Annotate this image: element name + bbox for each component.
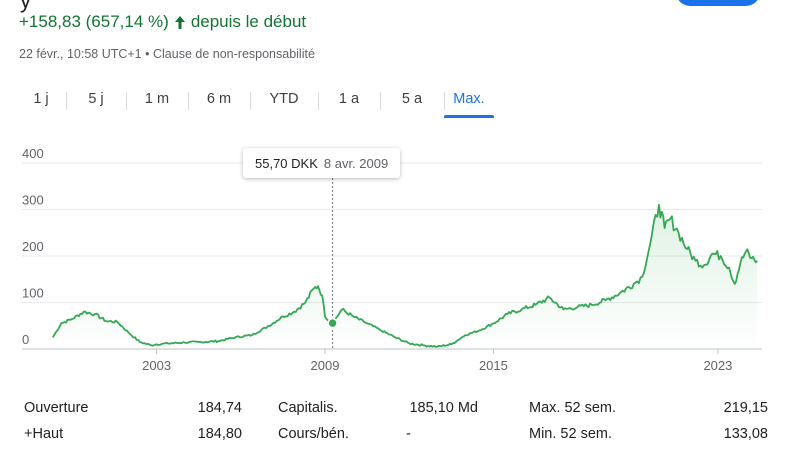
change-value: +158,83 (657,14 %) [19, 12, 169, 31]
tab-6m[interactable]: 6 m [188, 86, 250, 116]
tab-label: 5 a [401, 91, 423, 107]
tab-label: 1 a [338, 91, 360, 107]
price-change: +158,83 (657,14 %) depuis le début [19, 12, 306, 32]
y-tick-label: 0 [22, 332, 29, 347]
tab-ytd[interactable]: YTD [250, 86, 318, 116]
key-stats: Ouverture 184,74 Capitalis. 185,10 Md Ma… [24, 400, 784, 452]
tab-1y[interactable]: 1 a [318, 86, 380, 116]
active-tab-indicator [444, 115, 494, 118]
tab-label: Max. [453, 91, 485, 107]
stat-label: Min. 52 sem. [529, 426, 612, 442]
stat-value: 185,10 Md [409, 400, 478, 416]
change-period: depuis le début [190, 12, 307, 31]
disclaimer-link[interactable]: Clause de non-responsabilité [153, 47, 315, 61]
tab-label: 1 j [33, 91, 49, 107]
stats-row: +Haut 184,80 Cours/bén. - Min. 52 sem. 1… [24, 426, 784, 452]
tab-5d[interactable]: 5 j [66, 86, 126, 116]
x-tick-label: 2003 [142, 358, 171, 373]
tab-label: YTD [269, 91, 299, 107]
stat-value: - [406, 426, 411, 442]
stat-value: 184,80 [197, 426, 242, 442]
y-tick-label: 400 [22, 146, 44, 161]
tab-1d[interactable]: 1 j [16, 86, 66, 116]
tab-label: 6 m [206, 91, 232, 107]
stat-value: 184,74 [197, 400, 242, 416]
stat-label: +Haut [24, 426, 64, 442]
stat-value: 219,15 [723, 400, 768, 416]
tab-1m[interactable]: 1 m [126, 86, 188, 116]
tab-5y[interactable]: 5 a [380, 86, 444, 116]
hover-point [327, 317, 338, 329]
stock-name-cutoff: y [20, 0, 31, 13]
stat-label: Max. 52 sem. [529, 400, 617, 416]
arrow-up-icon [173, 13, 187, 31]
price-chart[interactable]: 0 100 200 300 400 2003 2009 2015 2023 [0, 140, 800, 380]
tooltip-date: 8 avr. 2009 [323, 155, 389, 171]
stat-label: Capitalis. [278, 400, 338, 416]
tab-label: 1 m [144, 91, 170, 107]
x-tick-label: 2009 [311, 358, 340, 373]
y-tick-label: 300 [22, 193, 44, 208]
hover-tooltip: 55,70 DKK 8 avr. 2009 [243, 148, 401, 178]
stats-row: Ouverture 184,74 Capitalis. 185,10 Md Ma… [24, 400, 784, 426]
series-line [52, 203, 758, 348]
x-tick-label: 2023 [703, 358, 732, 373]
range-tabs: 1 j 5 j 1 m 6 m YTD 1 a 5 a Max. [16, 86, 494, 118]
series-area-fill [52, 204, 758, 349]
y-tick-label: 100 [22, 286, 44, 301]
stat-label: Ouverture [24, 400, 89, 416]
stat-label: Cours/bén. [278, 426, 349, 442]
quote-timestamp: 22 févr., 10:58 UTC+1 [19, 47, 142, 61]
tab-label: 5 j [88, 91, 104, 107]
follow-button[interactable] [676, 0, 760, 6]
quote-meta: 22 févr., 10:58 UTC+1 • Clause de non-re… [19, 47, 315, 61]
y-tick-label: 200 [22, 239, 44, 254]
x-tick-label: 2015 [479, 358, 508, 373]
stat-value: 133,08 [723, 426, 768, 442]
separator-dot: • [145, 47, 150, 61]
tooltip-price: 55,70 DKK [255, 155, 318, 171]
tab-max[interactable]: Max. [444, 86, 494, 118]
